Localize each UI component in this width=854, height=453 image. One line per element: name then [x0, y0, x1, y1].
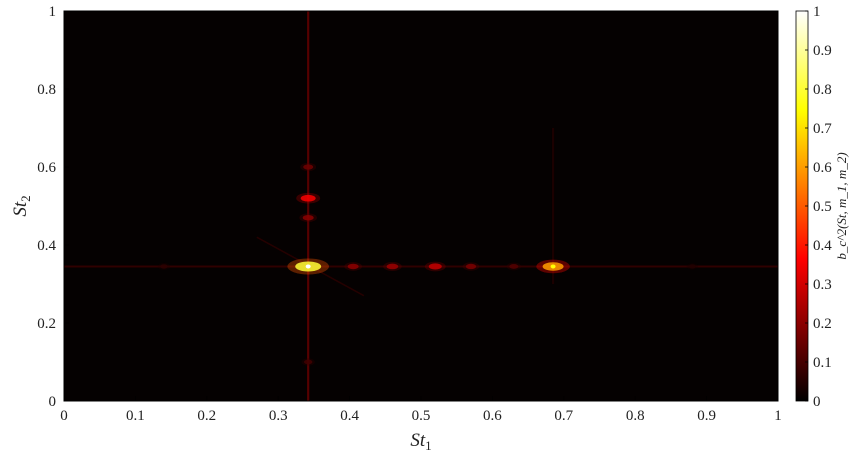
colorbar-tick-label: 0.3 [813, 277, 832, 293]
heat-peak-core [465, 263, 477, 270]
y-tick-label: 1 [49, 4, 57, 20]
y-tick-label: 0.8 [37, 82, 56, 98]
heat-peak-core [300, 194, 316, 202]
y-axis-title: St2 [10, 195, 33, 216]
heat-peak [506, 262, 522, 271]
colorbar-tick-label: 0.1 [813, 355, 832, 371]
colorbar-tick-label: 0.2 [813, 316, 832, 332]
colorbar-tick-label: 0.6 [813, 160, 832, 176]
heat-peak-core [428, 263, 442, 270]
heat-peak-core [160, 264, 168, 269]
y-axis: 0 0.2 0.4 0.6 0.8 1 [37, 4, 69, 410]
x-tick-label: 0.6 [483, 408, 502, 424]
heat-peak [424, 261, 446, 272]
heat-peak [301, 358, 315, 366]
x-tick-label: 1 [774, 408, 782, 424]
x-tick-label: 0 [60, 408, 68, 424]
colorbar-tick-label: 0.4 [813, 238, 832, 254]
colorbar-tick-label: 0.5 [813, 199, 832, 215]
x-tick-label: 0.2 [197, 408, 216, 424]
y-tick-label: 0.6 [37, 160, 56, 176]
colorbar-tick-label: 0.8 [813, 82, 832, 98]
y-tick-label: 0 [49, 394, 57, 410]
colorbar-ticks: 0 0.1 0.2 0.3 0.4 0.5 0.6 0.7 0.8 0.9 1 [805, 4, 832, 410]
heat-peak-core [303, 164, 314, 170]
x-tick-label: 0.7 [554, 408, 573, 424]
heat-peak [157, 262, 171, 271]
x-tick-label: 0.5 [412, 408, 431, 424]
heat-peak-core [386, 263, 399, 270]
heat-peak-core [302, 214, 314, 221]
heat-peak [462, 262, 480, 271]
heat-peak [300, 162, 317, 172]
y-tick-label: 0.4 [37, 238, 56, 254]
heat-peak [383, 261, 402, 271]
heat-peak-core [303, 359, 313, 365]
heat-peak-center [550, 264, 556, 269]
heat-peak-center [305, 264, 311, 269]
colorbar-tick-label: 1 [813, 4, 821, 20]
heat-peak [536, 259, 570, 274]
heatmap-background [64, 11, 778, 401]
x-tick-label: 0.4 [340, 408, 359, 424]
x-tick-label: 0.9 [697, 408, 716, 424]
x-tick-label: 0.8 [626, 408, 645, 424]
colorbar-tick-label: 0.9 [813, 43, 832, 59]
y-tick-label: 0.2 [37, 316, 56, 332]
x-axis-title: St1 [410, 430, 431, 453]
heat-peak [686, 262, 699, 270]
heatmap-features [64, 11, 778, 401]
heat-peak [296, 192, 321, 204]
x-axis: 0 0.1 0.2 0.3 0.4 0.5 0.6 0.7 0.8 0.9 1 [60, 396, 782, 424]
colorbar-tick-label: 0.7 [813, 121, 832, 137]
colorbar: 0 0.1 0.2 0.3 0.4 0.5 0.6 0.7 0.8 0.9 1 [795, 4, 832, 410]
colorbar-tick-label: 0 [813, 394, 821, 410]
colorbar-title: b_c^2(St, m_1, m_2) [834, 152, 849, 259]
x-tick-label: 0.1 [126, 408, 145, 424]
heat-peak [287, 258, 329, 275]
heat-peak [299, 213, 317, 223]
heat-peak-core [688, 264, 696, 269]
heatmap-plot [63, 10, 779, 402]
heat-peak [344, 262, 362, 271]
heat-peak-core [509, 264, 519, 269]
x-tick-label: 0.3 [269, 408, 288, 424]
heat-peak-core [347, 263, 359, 270]
